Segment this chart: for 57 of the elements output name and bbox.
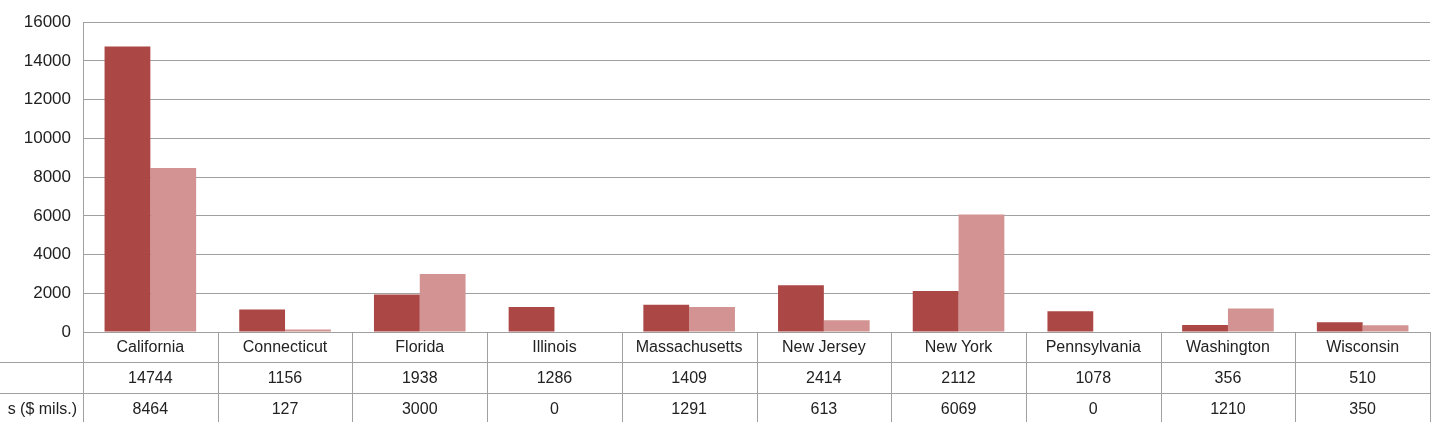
data-label: 350 bbox=[1349, 399, 1377, 417]
x-tick-label: Wisconsin bbox=[1326, 338, 1400, 356]
bar bbox=[1047, 311, 1094, 332]
data-label: 1938 bbox=[401, 368, 438, 386]
bar bbox=[912, 291, 959, 332]
data-label: 2414 bbox=[806, 368, 842, 386]
bar bbox=[643, 304, 690, 332]
x-tick-label: Illinois bbox=[532, 338, 577, 356]
data-label: 0 bbox=[550, 399, 559, 417]
bar bbox=[150, 168, 197, 332]
bar bbox=[239, 309, 286, 332]
data-label: 613 bbox=[810, 399, 838, 417]
y-tick-label: 16000 bbox=[23, 11, 71, 31]
y-tick-label: 12000 bbox=[23, 89, 71, 109]
x-tick-label: Washington bbox=[1186, 338, 1270, 356]
data-label: 14744 bbox=[128, 368, 173, 386]
x-tick-label: Massachusetts bbox=[635, 338, 743, 356]
x-tick-label: Pennsylvania bbox=[1045, 338, 1141, 356]
y-tick-label: 4000 bbox=[33, 244, 71, 264]
data-label: 2112 bbox=[941, 368, 976, 386]
data-label: 3000 bbox=[401, 399, 438, 417]
bar bbox=[104, 46, 151, 332]
bar bbox=[1362, 325, 1409, 332]
data-label: 127 bbox=[271, 399, 299, 417]
bar bbox=[419, 273, 466, 332]
bar bbox=[1182, 325, 1228, 332]
x-tick-label: New Jersey bbox=[782, 338, 866, 356]
x-tick-label: Florida bbox=[395, 338, 445, 356]
x-tick-label: California bbox=[116, 338, 185, 356]
y-tick-label: 0 bbox=[61, 321, 71, 341]
bar bbox=[823, 320, 870, 332]
data-label: 0 bbox=[1088, 399, 1098, 417]
data-label: 8464 bbox=[132, 399, 169, 417]
y-tick-label: 10000 bbox=[23, 128, 71, 148]
text: s ($ mils.) bbox=[7, 399, 77, 417]
y-tick-label: 14000 bbox=[23, 50, 71, 70]
data-label: 510 bbox=[1349, 368, 1377, 386]
data-label: 1078 bbox=[1075, 368, 1112, 386]
y-tick-label: 6000 bbox=[33, 205, 71, 225]
data-label: 1409 bbox=[671, 368, 708, 386]
bar bbox=[373, 294, 420, 332]
y-tick-label: 8000 bbox=[33, 166, 71, 186]
bar bbox=[778, 285, 824, 332]
data-label: 6069 bbox=[940, 399, 977, 417]
y-tick-label: 2000 bbox=[33, 282, 71, 302]
data-label: 1291 bbox=[671, 399, 708, 417]
bar bbox=[958, 214, 1005, 332]
bar bbox=[508, 307, 555, 332]
data-label: 356 bbox=[1214, 368, 1242, 386]
data-label: 1156 bbox=[267, 368, 303, 386]
data-label: 1210 bbox=[1210, 399, 1246, 417]
bar bbox=[1316, 322, 1363, 332]
data-label: 1286 bbox=[536, 368, 573, 386]
bar bbox=[689, 307, 735, 332]
x-tick-label: New York bbox=[924, 338, 994, 356]
x-tick-label: Connecticut bbox=[242, 338, 328, 356]
bar bbox=[1227, 308, 1274, 332]
